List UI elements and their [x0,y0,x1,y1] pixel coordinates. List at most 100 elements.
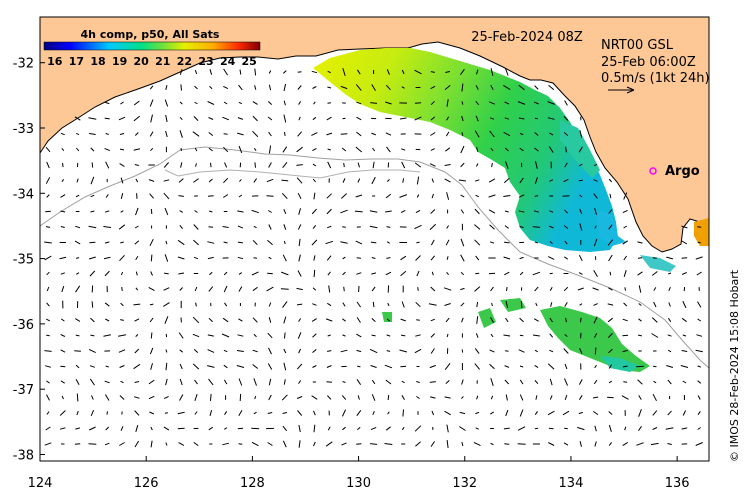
current-vector [148,395,155,400]
current-vector [298,440,301,448]
product-annotation: NRT00 GSL 25-Feb 06:00Z 0.5m/s (1kt 24h) [601,38,710,94]
current-vector [312,163,317,167]
current-vector [681,257,688,259]
current-vector [609,271,612,276]
current-vector [340,349,348,353]
current-vector [416,194,420,198]
current-vector [135,271,138,276]
current-vector [210,394,212,401]
current-vector [104,380,110,384]
current-vector [118,116,126,121]
current-vector [296,303,303,306]
current-vector [104,241,110,244]
current-vector [283,362,287,371]
current-vector [564,209,568,214]
current-vector [150,426,153,431]
current-vector [355,240,363,245]
current-vector [549,317,553,323]
current-vector [638,318,642,322]
current-vector [61,395,64,400]
current-vector [207,349,215,353]
y-axis: -32 -33 -34 -35 -36 -37 -38 [13,57,45,463]
current-vector [504,271,510,276]
current-vector [251,271,259,276]
current-vector [489,349,495,353]
current-vector [429,223,437,231]
current-vector [91,301,94,308]
current-vector [594,441,597,447]
current-vector [46,271,50,276]
current-vector [134,381,140,383]
current-vector [372,410,375,416]
current-vector [488,178,496,183]
current-vector [430,239,435,246]
current-vector [415,255,421,261]
current-vector [340,209,348,214]
current-vector [297,71,302,73]
current-vector [446,271,449,276]
current-vector [370,102,378,104]
current-vector [490,333,494,338]
colorbar-tick-label: 20 [134,55,150,68]
current-vector [621,395,629,400]
current-vector [267,332,273,339]
current-vector [193,116,199,121]
current-vector [342,68,346,76]
current-vector [104,210,110,213]
current-vector [297,332,302,339]
current-vector [326,255,332,261]
current-vector [76,147,80,152]
current-vector [549,241,553,244]
current-vector [356,272,362,275]
current-vector [401,148,406,151]
x-tick-label: 124 [28,476,53,491]
current-vector [370,241,377,244]
current-vector [89,378,95,386]
current-vector [209,85,213,90]
current-vector [90,210,95,213]
current-vector [519,334,524,337]
current-vector [652,257,657,259]
current-vector [636,442,644,446]
current-vector [356,379,362,385]
current-vector [519,365,524,368]
current-vector [193,349,199,353]
current-vector [593,193,598,199]
current-vector [503,427,510,430]
current-vector [60,365,66,368]
current-vector [178,272,185,275]
current-vector [149,317,154,323]
current-vector [327,350,332,352]
current-vector [578,379,583,385]
current-vector [297,85,302,90]
colorbar-tick-label: 17 [69,55,84,68]
current-vector [283,209,287,214]
current-vector [252,115,258,122]
current-vector [76,132,80,136]
current-vector [45,426,51,431]
current-vector [401,380,405,384]
current-vector [622,441,628,447]
current-vector [90,317,95,323]
x-axis: 124 126 128 130 132 134 136 [28,456,690,491]
current-vector [490,411,494,415]
current-vector [325,441,333,447]
current-vector [460,238,465,247]
current-vector [534,85,539,90]
current-vector [506,286,508,292]
current-vector [179,224,183,230]
current-vector [252,349,258,353]
current-vector [461,132,464,136]
current-vector [62,162,64,168]
current-vector [193,441,199,447]
current-vector [622,318,628,322]
current-vector [88,225,97,229]
current-vector [208,426,214,431]
current-vector [75,427,81,430]
current-vector [75,364,80,369]
current-vector [76,178,79,183]
current-vector [356,131,362,137]
current-vector [505,161,509,169]
current-vector [282,146,288,153]
